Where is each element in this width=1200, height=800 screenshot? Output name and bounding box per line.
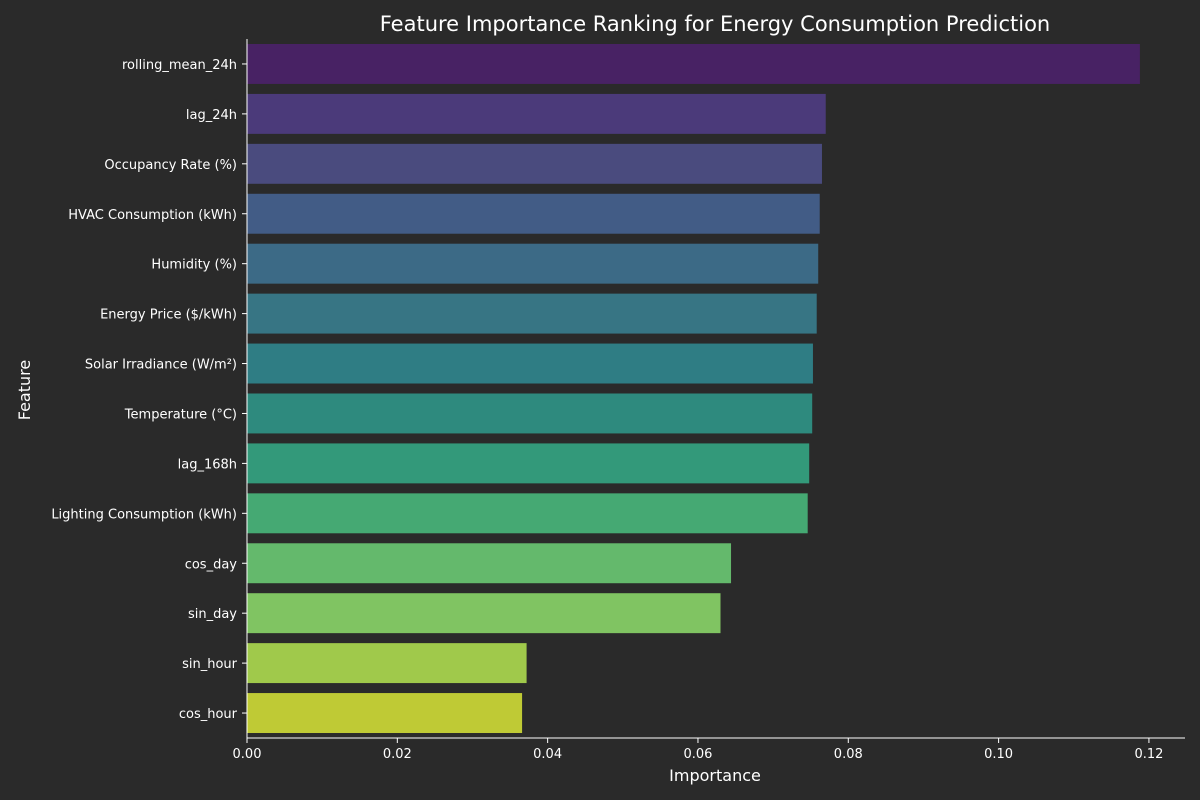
x-tick-label: 0.06 (683, 747, 712, 762)
y-tick-label: HVAC Consumption (kWh) (68, 208, 237, 223)
y-tick-label: cos_hour (179, 707, 238, 722)
bar-4 (247, 243, 819, 284)
y-tick-label: Energy Price ($/kWh) (100, 308, 237, 323)
bar-13 (247, 693, 523, 734)
y-tick-label: Humidity (%) (151, 258, 237, 273)
y-tick-label: Lighting Consumption (kWh) (51, 507, 237, 522)
x-tick-label: 0.08 (834, 747, 863, 762)
y-tick-labels: rolling_mean_24h lag_24h Occupancy Rate (%… (51, 58, 247, 722)
y-tick-label: cos_day (185, 557, 238, 572)
x-axis-label: Importance (669, 766, 761, 785)
bar-10 (247, 543, 732, 584)
y-axis-label: Feature (15, 360, 34, 420)
y-tick-label: rolling_mean_24h (122, 58, 237, 73)
bar-3 (247, 193, 820, 234)
y-tick-label: Occupancy Rate (%) (104, 158, 237, 173)
bar-11 (247, 593, 721, 634)
y-tick-label: Solar Irradiance (W/m²) (85, 358, 237, 373)
y-tick-label: lag_24h (186, 108, 237, 123)
bar-7 (247, 393, 813, 434)
y-tick-label: Temperature (°C) (124, 407, 237, 422)
x-tick-label: 0.04 (533, 747, 562, 762)
bar-9 (247, 493, 808, 534)
bar-5 (247, 293, 817, 334)
bar-2 (247, 143, 822, 184)
x-tick-label: 0.00 (233, 747, 262, 762)
chart-title: Feature Importance Ranking for Energy Co… (380, 12, 1051, 36)
x-tick-labels: 0.00 0.02 0.04 0.06 0.08 0.10 0.12 (233, 738, 1163, 762)
x-tick-label: 0.10 (984, 747, 1013, 762)
x-tick-label: 0.02 (383, 747, 412, 762)
bar-1 (247, 93, 826, 134)
y-tick-label: sin_hour (182, 657, 238, 672)
y-tick-label: sin_day (188, 607, 237, 622)
y-tick-label: lag_168h (178, 457, 237, 472)
x-tick-label: 0.12 (1134, 747, 1163, 762)
bars-group (247, 43, 1140, 734)
bar-0 (247, 43, 1140, 84)
bar-8 (247, 443, 810, 484)
bar-6 (247, 343, 813, 384)
bar-12 (247, 643, 527, 684)
